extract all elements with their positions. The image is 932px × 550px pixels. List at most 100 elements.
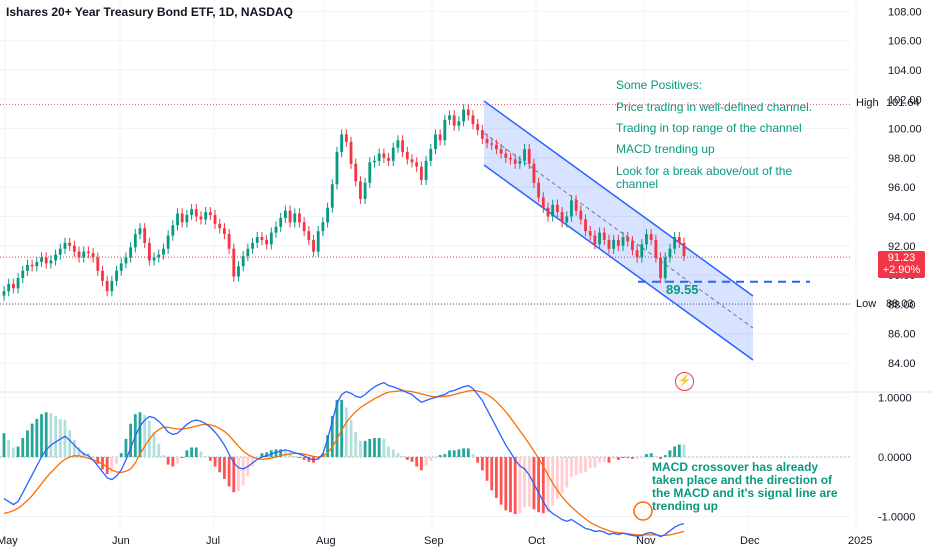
macd-histogram-bar xyxy=(72,439,76,457)
macd-histogram-bar xyxy=(101,457,104,470)
candle-body xyxy=(570,200,573,217)
x-tick-label: Dec xyxy=(740,535,760,547)
macd-histogram-bar xyxy=(307,457,311,462)
macd-histogram-bar xyxy=(405,457,409,460)
price-tick-label: 104.00 xyxy=(888,65,922,77)
candle-body xyxy=(377,153,381,161)
x-tick-label: Oct xyxy=(528,535,545,547)
macd-tick-label: 0.0000 xyxy=(878,452,912,464)
macd-histogram-bar xyxy=(485,457,489,481)
macd-histogram-bar xyxy=(438,455,442,457)
macd-histogram-bar xyxy=(635,457,639,459)
macd-histogram-bar xyxy=(476,457,480,463)
note-channel: Price trading in well-defined channel. xyxy=(616,100,813,114)
macd-histogram-bar xyxy=(227,457,231,487)
lightning-icon[interactable]: ⚡ xyxy=(675,372,694,391)
candle-body xyxy=(541,197,545,208)
candle-body xyxy=(410,159,414,163)
candle-body xyxy=(227,234,231,249)
candle-body xyxy=(527,149,531,164)
macd-histogram-bar xyxy=(391,449,395,457)
candle-body xyxy=(476,124,480,131)
macd-histogram-bar xyxy=(368,438,372,457)
macd-histogram-bar xyxy=(616,457,620,460)
macd-histogram-bar xyxy=(30,423,34,457)
macd-histogram-bar xyxy=(251,457,254,467)
candle-body xyxy=(16,278,20,289)
channel-mid xyxy=(483,132,754,329)
candle-body xyxy=(147,242,151,261)
macd-histogram-bar xyxy=(593,457,597,468)
macd-histogram-bar xyxy=(274,449,278,457)
macd-histogram-bar xyxy=(499,457,503,505)
candle-body xyxy=(204,212,208,220)
macd-histogram-bar xyxy=(509,457,512,513)
macd-histogram-bar xyxy=(359,440,362,457)
macd-histogram-bar xyxy=(551,457,555,506)
candle-body xyxy=(584,219,587,232)
macd-histogram-bar xyxy=(631,457,634,459)
price-tick-label: 88.00 xyxy=(888,299,916,311)
macd-histogram-bar xyxy=(480,457,484,471)
macd-histogram-bar xyxy=(213,457,217,467)
candle-body xyxy=(532,163,536,183)
macd-histogram-bar xyxy=(157,443,161,457)
candle-body xyxy=(166,235,170,249)
candle-body xyxy=(523,149,526,161)
macd-histogram-bar xyxy=(668,450,672,457)
x-tick-label: Sep xyxy=(424,535,444,547)
macd-histogram-bar xyxy=(7,439,11,457)
channel-lower xyxy=(483,164,754,361)
price-tick-label: 102.00 xyxy=(888,94,922,106)
candle-body xyxy=(63,242,67,249)
macd-histogram-bar xyxy=(354,432,358,457)
macd-histogram-bar xyxy=(602,457,606,462)
candle-body xyxy=(621,237,625,246)
macd-histogram-bar xyxy=(607,457,611,463)
candle-body xyxy=(274,226,278,233)
macd-histogram-bar xyxy=(518,457,522,514)
candle-body xyxy=(115,270,118,281)
macd-histogram-bar xyxy=(673,446,677,457)
signal-line xyxy=(3,389,685,537)
price-tick-label: 86.00 xyxy=(888,329,916,341)
candle-body xyxy=(551,204,555,217)
candle-body xyxy=(232,248,236,277)
low-value: 88.03 xyxy=(886,298,914,310)
macd-histogram-bar xyxy=(162,455,165,457)
price-tick-label: 100.00 xyxy=(888,124,922,136)
macd-histogram-bar xyxy=(541,457,545,514)
x-tick-label: Jul xyxy=(206,535,220,547)
macd-histogram-bar xyxy=(677,444,681,457)
macd-histogram-bar xyxy=(330,416,334,457)
candle-body xyxy=(373,160,376,163)
macd-histogram-bar xyxy=(171,457,175,467)
candle-body xyxy=(495,144,498,150)
macd-histogram-bar xyxy=(199,451,203,457)
candle-body xyxy=(91,253,95,258)
candle-body xyxy=(612,239,616,249)
candle-body xyxy=(316,231,320,252)
candle-body xyxy=(171,225,175,236)
candle-body xyxy=(485,138,489,144)
macd-histogram-bar xyxy=(241,457,245,486)
candle-body xyxy=(631,241,634,251)
candle-body xyxy=(513,159,517,164)
candle-body xyxy=(30,264,34,267)
candle-body xyxy=(391,147,395,161)
candle-body xyxy=(44,257,48,264)
candle-body xyxy=(490,143,494,145)
chart-title: Ishares 20+ Year Treasury Bond ETF, 1D, … xyxy=(6,5,293,19)
candle-body xyxy=(288,210,292,223)
macd-histogram-bar xyxy=(279,449,283,457)
macd-histogram-bar xyxy=(335,399,339,457)
note-macd: MACD trending up xyxy=(616,142,715,156)
price-tick-label: 108.00 xyxy=(888,6,922,18)
candle-body xyxy=(246,248,250,257)
candle-body xyxy=(607,239,611,249)
candle-body xyxy=(415,162,419,167)
candle-body xyxy=(223,228,226,235)
candle-body xyxy=(673,237,677,249)
channel-upper xyxy=(483,100,754,297)
